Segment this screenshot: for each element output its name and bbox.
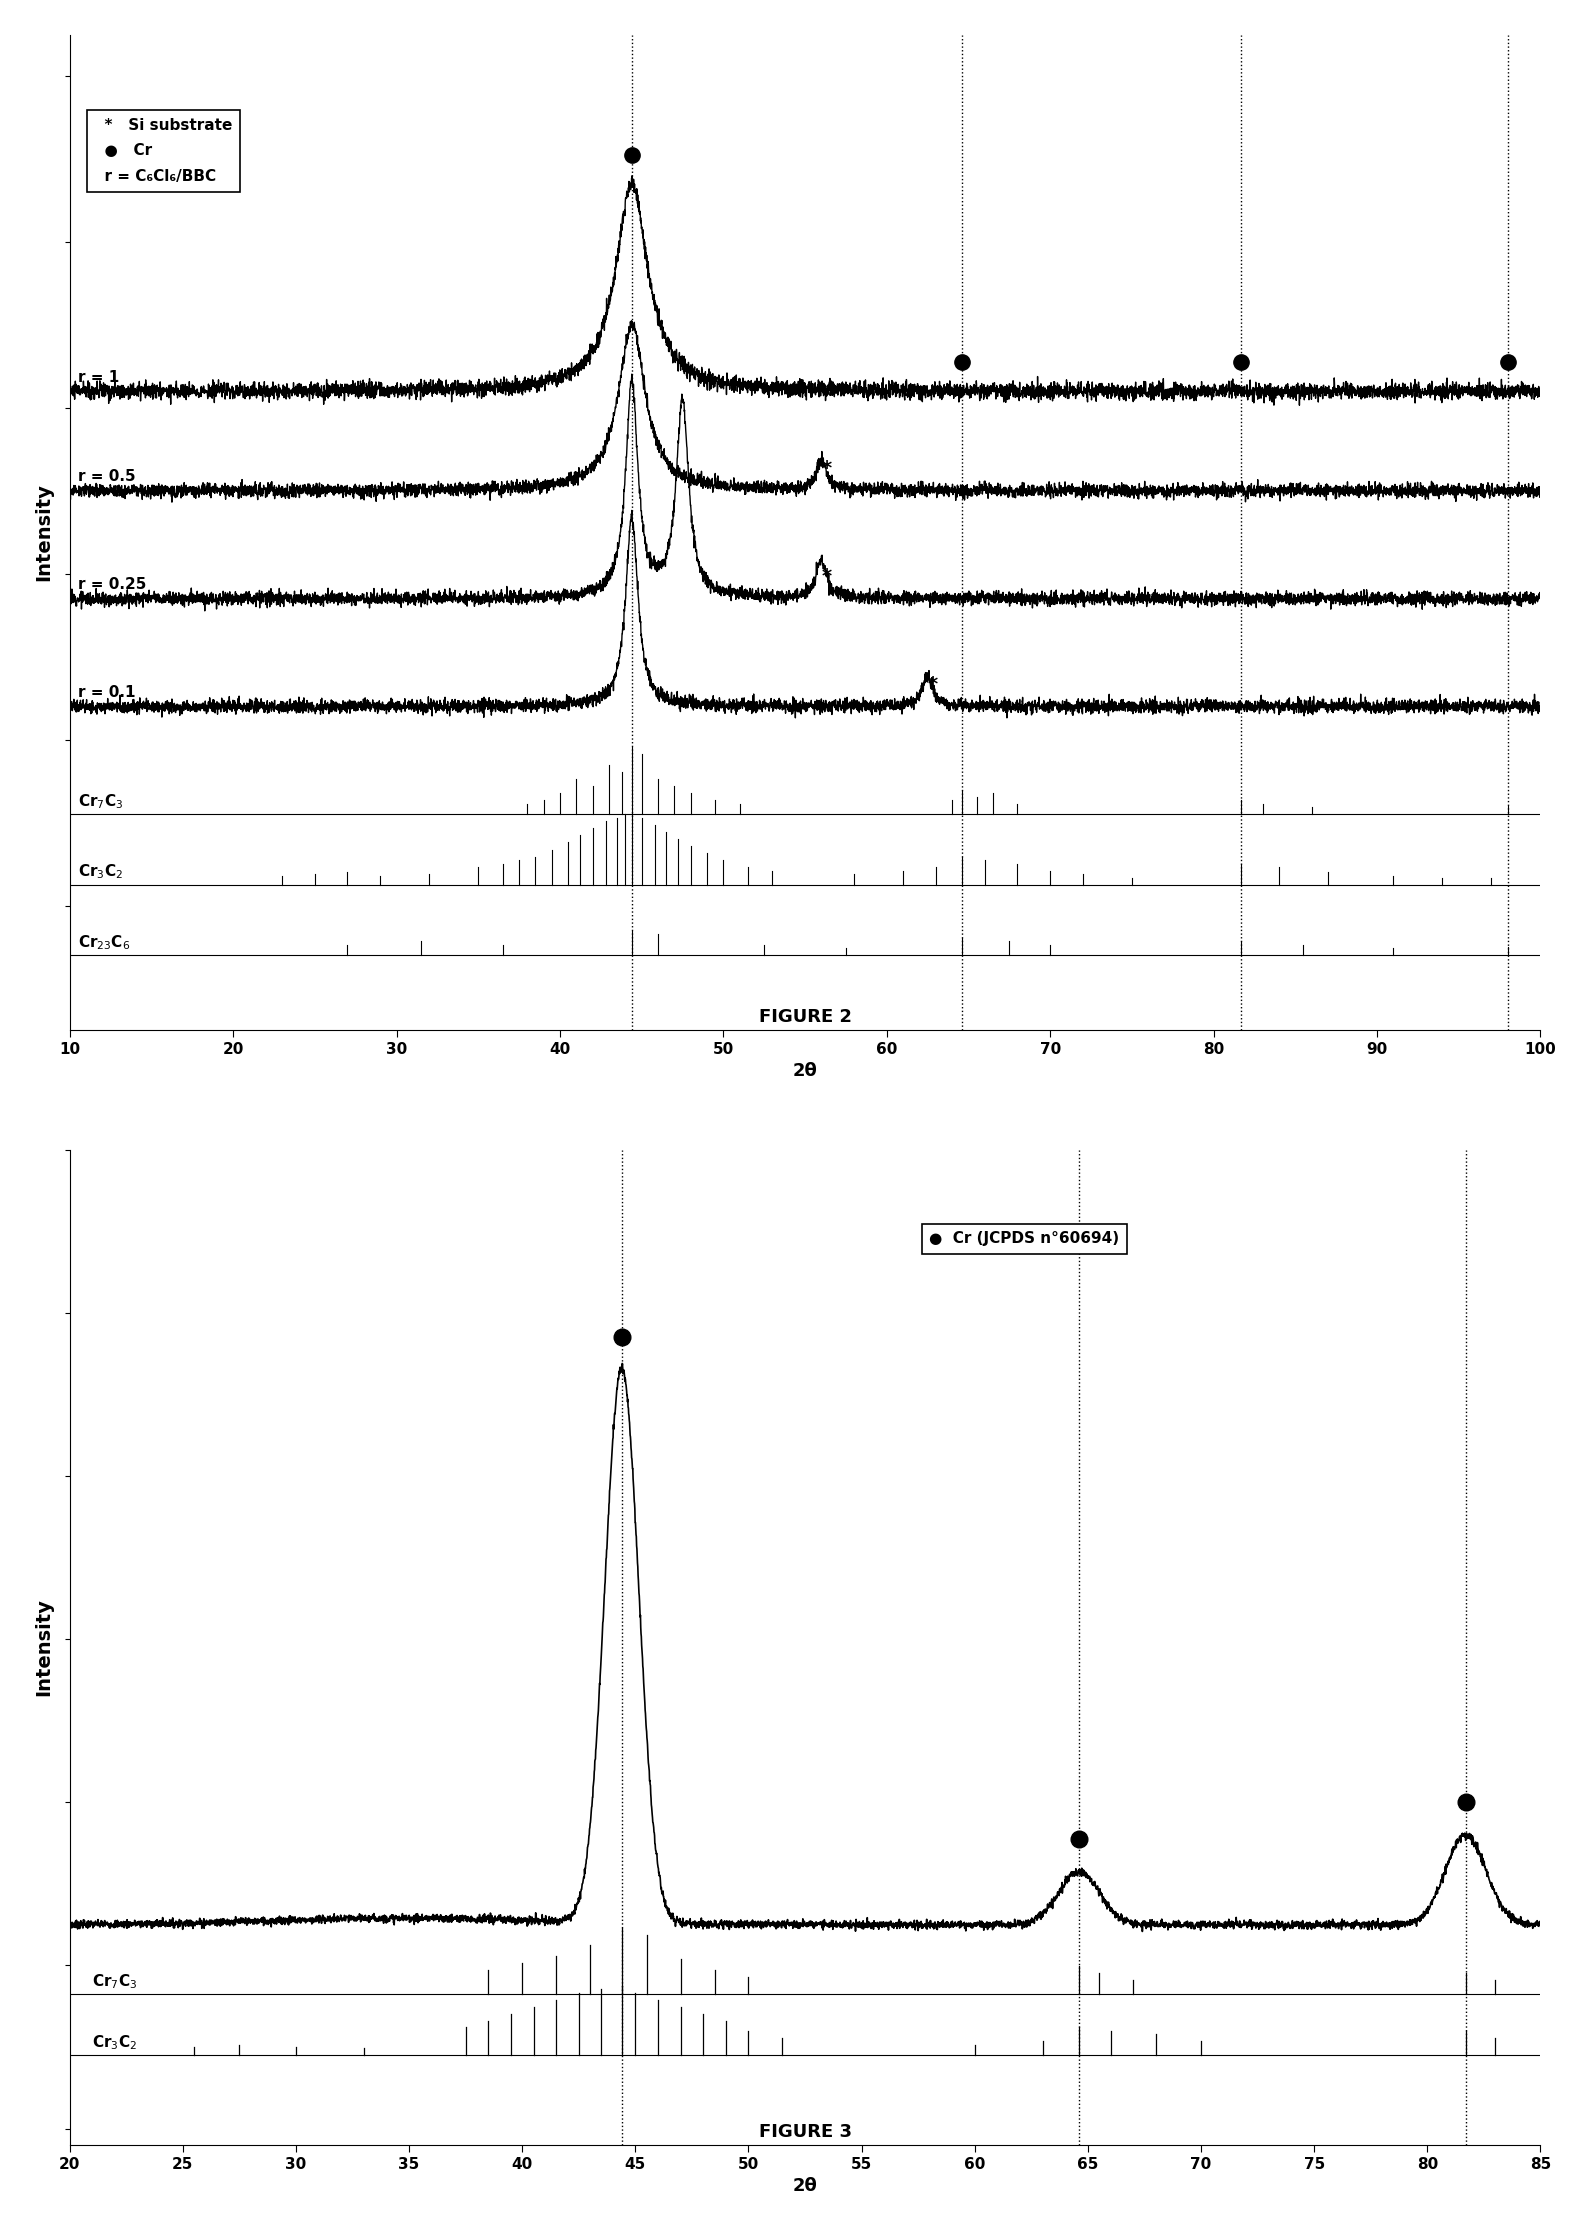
Text: r = 0.1: r = 0.1 bbox=[78, 685, 135, 700]
Text: r = 0.5: r = 0.5 bbox=[78, 468, 135, 484]
Text: Cr$_7$C$_3$: Cr$_7$C$_3$ bbox=[78, 792, 123, 812]
X-axis label: 2θ: 2θ bbox=[792, 2176, 818, 2194]
Text: Cr$_3$C$_2$: Cr$_3$C$_2$ bbox=[92, 2034, 137, 2052]
Text: *: * bbox=[928, 676, 937, 694]
Y-axis label: Intensity: Intensity bbox=[35, 484, 54, 582]
Text: Cr$_{23}$C$_6$: Cr$_{23}$C$_6$ bbox=[78, 934, 130, 952]
Text: Cr$_3$C$_2$: Cr$_3$C$_2$ bbox=[78, 863, 123, 881]
Text: r = 1: r = 1 bbox=[78, 370, 119, 386]
Text: *: * bbox=[821, 566, 832, 586]
Text: *   Si substrate
  ●   Cr
  r = C₆Cl₆/BBC: * Si substrate ● Cr r = C₆Cl₆/BBC bbox=[94, 118, 232, 185]
Text: *: * bbox=[821, 459, 832, 479]
Text: Cr$_7$C$_3$: Cr$_7$C$_3$ bbox=[92, 1971, 138, 1991]
Y-axis label: Intensity: Intensity bbox=[35, 1599, 54, 1697]
Text: r = 0.25: r = 0.25 bbox=[78, 578, 146, 591]
Text: FIGURE 2: FIGURE 2 bbox=[759, 1008, 851, 1026]
Text: ●  Cr (JCPDS n°60694): ● Cr (JCPDS n°60694) bbox=[929, 1231, 1120, 1247]
X-axis label: 2θ: 2θ bbox=[792, 1061, 818, 1079]
Text: FIGURE 3: FIGURE 3 bbox=[759, 2123, 851, 2141]
